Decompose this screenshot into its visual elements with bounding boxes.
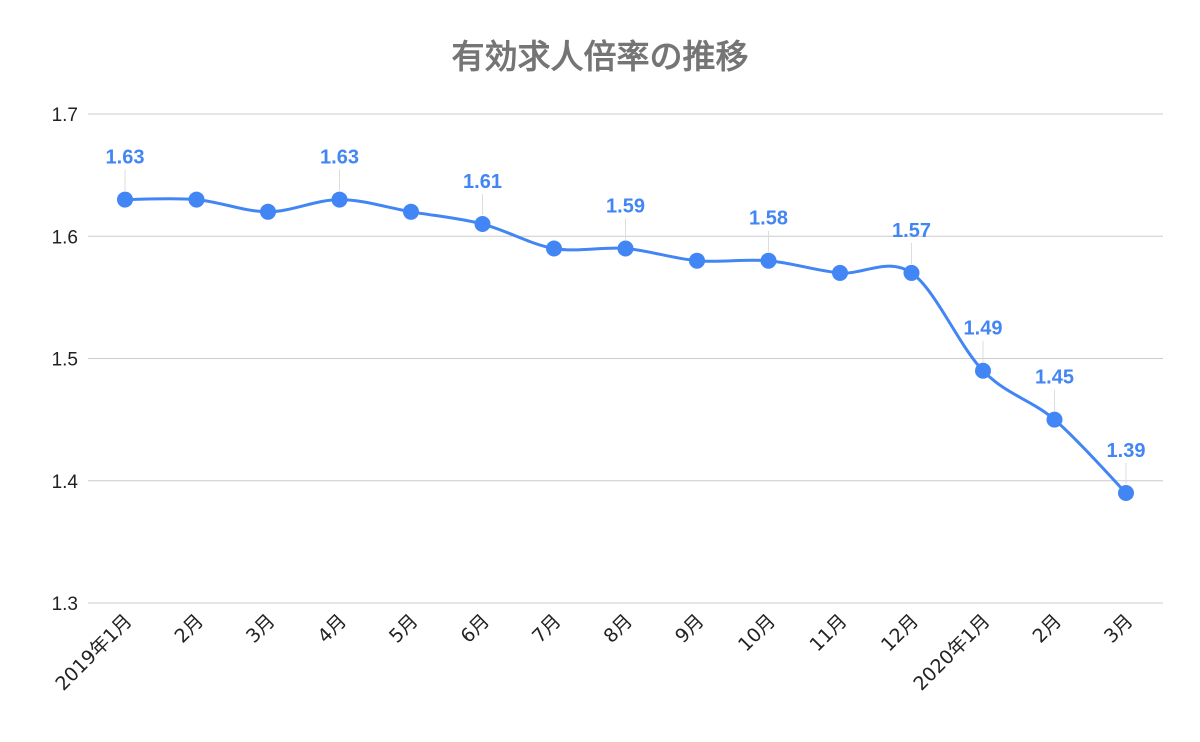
x-tick-label: 10月 [734,610,780,656]
data-point [1046,411,1063,428]
data-point [117,191,133,208]
data-point [832,264,848,281]
gridlines [88,113,1163,604]
data-point [403,203,419,220]
data-label: 1.49 [964,318,1003,340]
chart-title: 有効求人倍率の推移 [451,37,749,76]
x-tick-label: 11月 [805,610,851,656]
y-tick-label: 1.4 [52,472,79,493]
data-point [1118,484,1134,501]
x-tick-label: 6月 [456,610,494,648]
data-point [689,252,705,269]
x-tick-label: 2月 [1028,610,1066,648]
x-tick-label: 8月 [599,610,637,648]
y-tick-label: 1.6 [52,227,78,248]
data-label: 1.58 [749,208,788,230]
x-tick-label: 7月 [528,610,566,648]
x-tick-label: 12月 [877,610,923,656]
y-tick-label: 1.3 [52,594,78,615]
y-tick-label: 1.5 [52,350,78,371]
data-point [617,240,634,257]
data-label: 1.45 [1035,367,1074,389]
data-point [260,203,276,220]
x-tick-label: 2019年1月 [51,610,136,695]
data-label: 1.61 [463,171,502,193]
data-point [188,191,205,208]
x-tick-label: 3月 [1100,610,1138,648]
label-leaders [124,169,1127,484]
x-tick-label: 4月 [313,610,351,648]
data-point [760,252,777,269]
data-label: 1.39 [1107,440,1146,462]
y-axis-ticks: 1.3 1.4 1.5 1.6 1.7 [52,105,79,615]
x-tick-label: 5月 [385,610,423,648]
data-label: 1.63 [320,147,359,169]
data-point [331,191,348,208]
y-tick-label: 1.7 [52,105,78,126]
data-point [546,240,562,257]
x-tick-label: 9月 [671,610,709,648]
data-point [474,216,491,233]
data-label: 1.63 [106,147,145,169]
x-tick-label: 2020年1月 [909,610,994,695]
data-label: 1.57 [892,220,931,242]
data-point [975,362,991,379]
x-tick-label: 3月 [242,610,280,648]
data-point [903,264,920,281]
data-label: 1.59 [606,195,645,217]
x-tick-label: 2月 [170,610,208,648]
data-points [117,191,1134,501]
data-labels: 1.63 1.63 1.61 1.59 1.58 1.57 1.49 1.45 1.39 [106,147,1146,462]
